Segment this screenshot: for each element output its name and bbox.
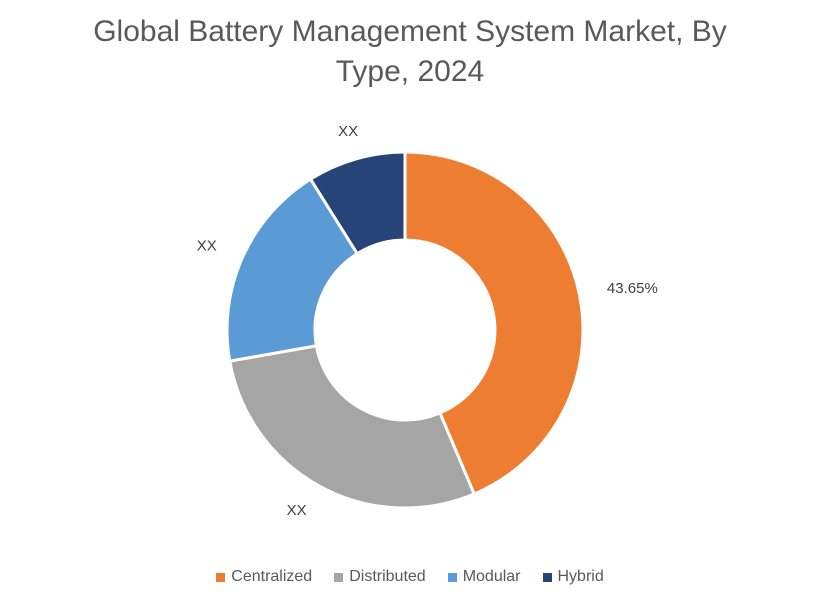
legend-label: Centralized [231,568,313,585]
legend-item: Centralized [216,568,312,586]
legend-label: Distributed [349,568,426,585]
legend-label: Hybrid [557,568,604,585]
legend-item: Hybrid [542,568,604,586]
chart: 43.65% XX XX XX [197,123,658,519]
data-label: 43.65% [607,280,658,297]
legend-swatch [216,572,226,582]
donut-slice [225,177,360,363]
chart-title: Global Battery Management System Market,… [93,15,727,88]
donut-slice [403,150,585,496]
legend-swatch [334,572,344,582]
legend-item: Distributed [334,568,426,586]
data-label: XX [197,237,217,254]
legend-swatch [447,572,457,582]
donut-slice [308,150,407,256]
data-label: XX [338,123,358,140]
legend-swatch [542,572,552,582]
data-label: XX [287,502,307,519]
legend-label: Modular [462,568,521,585]
donut-slice [228,344,477,510]
legend-item: Modular [447,568,521,586]
legend: Centralized Distributed Modular Hybrid [0,568,820,586]
